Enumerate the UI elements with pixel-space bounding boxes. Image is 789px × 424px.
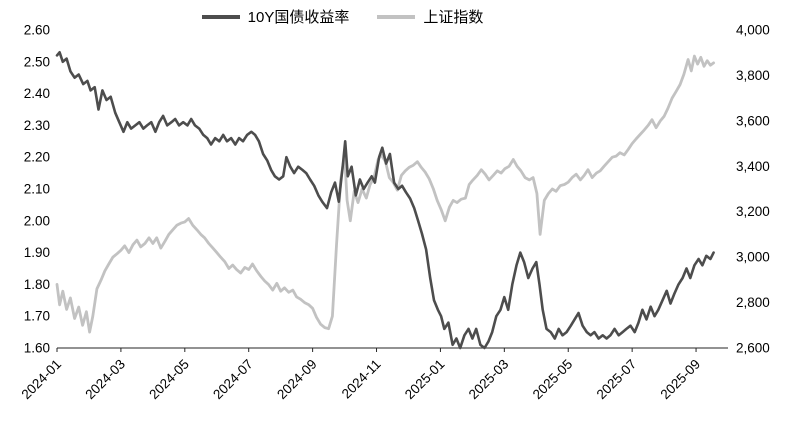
right-axis-tick-label: 3,200 xyxy=(736,204,770,219)
legend-label-yield: 10Y国债收益率 xyxy=(247,9,350,26)
legend-swatch-yield-line xyxy=(201,14,240,19)
left-axis-tick-label: 1.90 xyxy=(24,245,50,260)
left-axis-tick-label: 2.20 xyxy=(24,150,50,165)
series-line-index xyxy=(55,54,715,334)
left-axis-tick-label: 2.60 xyxy=(24,23,50,38)
x-axis-tick-label: 2024-01 xyxy=(18,357,64,403)
right-axis-tick-label: 3,600 xyxy=(736,113,770,128)
left-axis-tick-label: 1.70 xyxy=(24,309,50,324)
x-axis-tick-label: 2025-07 xyxy=(594,357,640,403)
left-axis-tick-label: 2.00 xyxy=(24,213,50,228)
left-axis-tick-label: 2.10 xyxy=(24,182,50,197)
left-axis-tick-label: 2.40 xyxy=(24,86,50,101)
x-axis-tick-label: 2025-01 xyxy=(402,357,448,403)
right-axis-tick-label: 2,800 xyxy=(736,295,770,310)
legend-item-yield: 10Y国债收益率 xyxy=(201,6,350,27)
left-axis-tick-label: 1.60 xyxy=(24,341,50,356)
legend-label-index: 上证指数 xyxy=(423,9,484,26)
x-axis-tick-label: 2025-09 xyxy=(658,357,704,403)
x-axis-tick-label: 2025-03 xyxy=(466,357,512,403)
right-axis-tick-label: 3,800 xyxy=(736,68,770,83)
right-axis-tick-label: 3,400 xyxy=(736,159,770,174)
x-axis-tick-label: 2024-03 xyxy=(82,357,128,403)
legend-item-index: 上证指数 xyxy=(377,6,483,27)
legend-swatch-index-line xyxy=(377,14,416,19)
x-axis-tick-label: 2024-07 xyxy=(210,357,256,403)
right-axis-tick-label: 4,000 xyxy=(736,23,770,38)
series-line-yield xyxy=(55,50,715,350)
x-axis-tick-label: 2025-05 xyxy=(530,357,576,403)
x-axis-tick-label: 2024-05 xyxy=(146,357,192,403)
left-axis-tick-label: 2.30 xyxy=(24,118,50,133)
right-axis-tick-label: 2,600 xyxy=(736,341,770,356)
right-axis-tick-label: 3,000 xyxy=(736,250,770,265)
x-axis-tick-label: 2024-11 xyxy=(339,357,384,402)
chart-legend: 10Y国债收益率 上证指数 xyxy=(0,6,737,27)
x-axis-tick-label: 2024-09 xyxy=(274,357,320,403)
left-axis-tick-label: 2.50 xyxy=(24,54,50,69)
left-axis-tick-label: 1.80 xyxy=(24,277,50,292)
